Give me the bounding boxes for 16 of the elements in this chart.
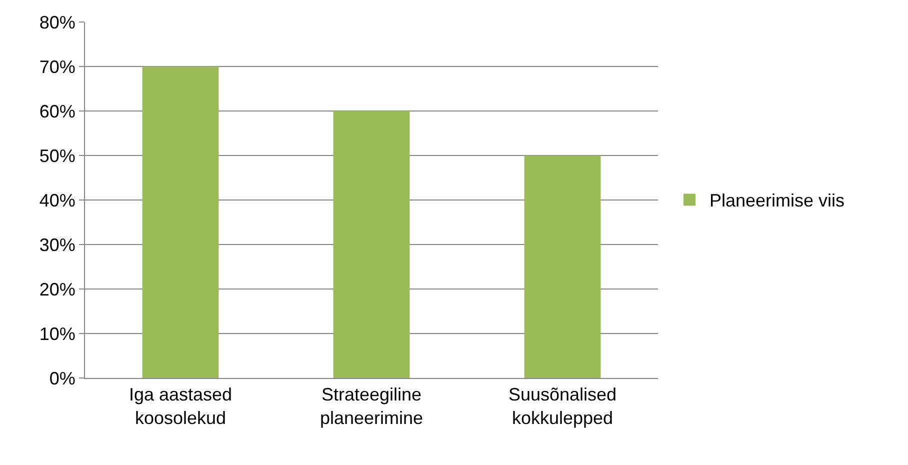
legend-label: Planeerimise viis bbox=[709, 190, 845, 211]
y-tick-label: 80% bbox=[39, 12, 76, 32]
x-tick-label: Suusõnalised kokkulepped bbox=[508, 384, 617, 428]
bar bbox=[524, 156, 601, 378]
x-tick-label: Strateegiline planeerimine bbox=[320, 384, 424, 428]
y-tick-label: 0% bbox=[49, 368, 76, 388]
y-tick-label: 50% bbox=[39, 146, 76, 166]
y-tick-label: 60% bbox=[39, 101, 76, 122]
y-tick-label: 40% bbox=[39, 190, 76, 210]
x-tick-label: Iga aastased koosolekud bbox=[128, 384, 232, 428]
bar bbox=[142, 66, 219, 378]
bar bbox=[333, 111, 410, 378]
y-tick-label: 20% bbox=[39, 279, 76, 300]
y-tick-label: 70% bbox=[39, 56, 76, 77]
y-tick-label: 10% bbox=[39, 324, 76, 344]
y-tick-label: 30% bbox=[39, 234, 76, 255]
